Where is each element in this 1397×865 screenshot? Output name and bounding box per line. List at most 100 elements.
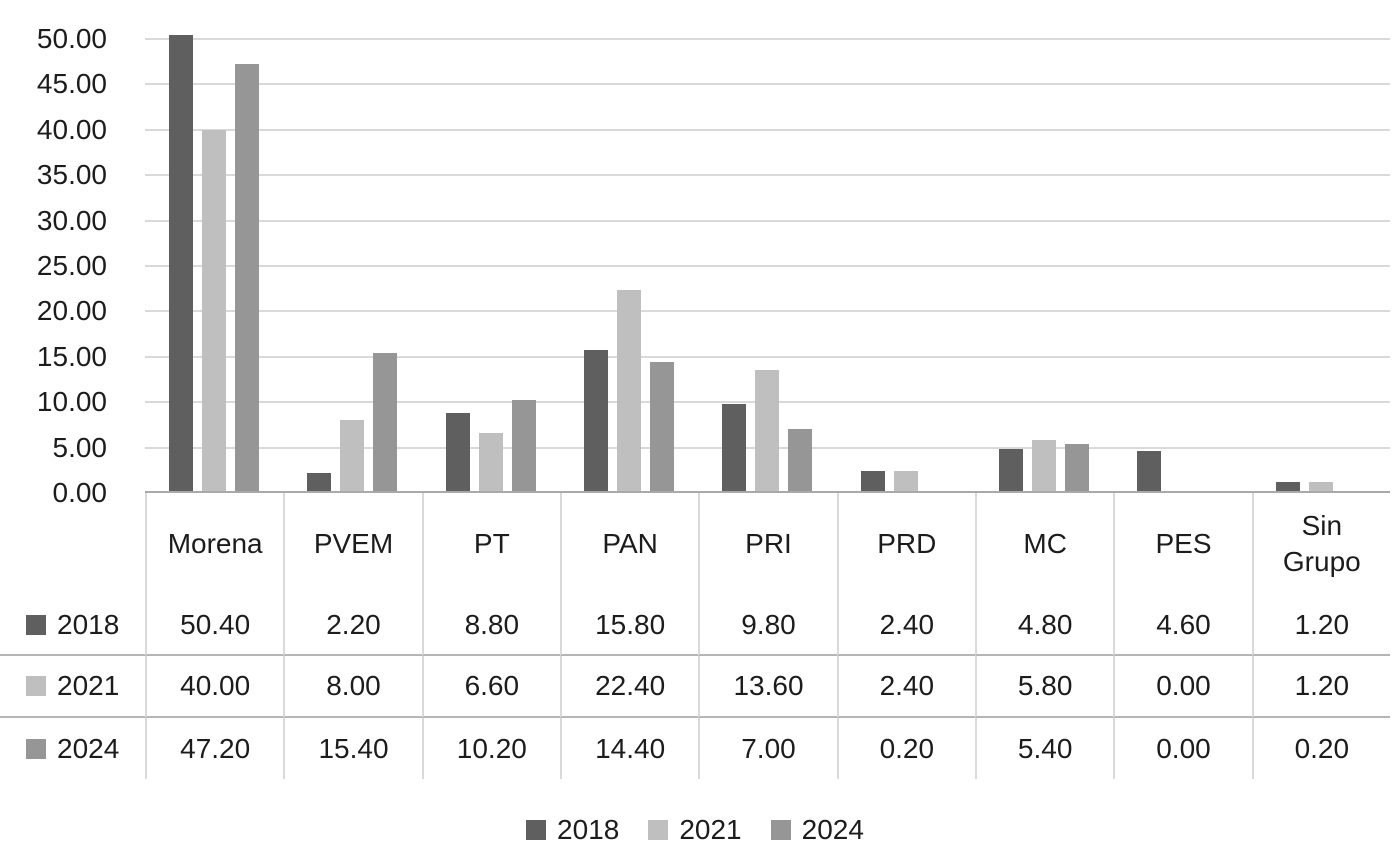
legend-item-2018: 2018: [526, 814, 619, 846]
gridline: [145, 83, 1390, 86]
bar-2018-pri: [722, 404, 747, 493]
table-col-header-mc: MC: [974, 493, 1113, 595]
table-col-header-label: Morena: [167, 527, 263, 559]
bar-2018-prd: [860, 471, 885, 493]
bar-series-container: [145, 35, 1390, 493]
table-cell: 1.20: [1251, 656, 1390, 718]
data-table: Morena PVEM PT PAN PRI PRD MC PES Sin Grupo 2018 5…: [0, 493, 1390, 779]
series-swatch-2018: [26, 614, 46, 635]
series-swatch-2024: [26, 738, 46, 759]
table-row-header-label: 2024: [57, 732, 120, 764]
y-tick-label: 20.00: [36, 295, 107, 327]
gridline: [145, 219, 1390, 222]
gridline: [145, 174, 1390, 177]
table-col-header-label: PVEM: [313, 527, 394, 559]
table-cell: 13.60: [698, 656, 837, 718]
gridline: [145, 38, 1390, 40]
table-cell: 8.80: [421, 595, 560, 656]
bar-2021-morena: [202, 129, 227, 493]
gridline: [145, 355, 1390, 358]
bar-2021-pri: [755, 369, 780, 493]
bar-group-morena: [145, 35, 283, 493]
bar-2018-morena: [169, 35, 194, 493]
bar-group-pt: [422, 39, 560, 493]
x-axis-line: [145, 491, 1390, 493]
table-cell: 1.20: [1251, 595, 1390, 656]
table-col-header-pan: PAN: [559, 493, 698, 595]
table-cell: 50.40: [145, 595, 284, 656]
table-cell: 47.20: [145, 718, 283, 779]
chart-legend: 2018 2021 2024: [0, 814, 1390, 846]
legend-item-2024: 2024: [770, 814, 864, 846]
table-col-header-morena: Morena: [145, 493, 283, 595]
table-col-header-label: PT: [473, 527, 510, 559]
y-tick-label: 5.00: [52, 431, 108, 463]
gridline: [145, 310, 1390, 313]
bar-2024-pt: [511, 400, 536, 493]
table-col-header-pvem: PVEM: [283, 493, 421, 595]
table-row-header-2018: 2018: [0, 595, 145, 656]
table-cell: 0.00: [1113, 656, 1252, 718]
table-cell: 4.60: [1113, 595, 1252, 656]
table-col-header-label: PRI: [745, 527, 792, 559]
bar-2018-pt: [445, 413, 470, 493]
table-cell: 40.00: [145, 656, 284, 718]
y-tick-label: 40.00: [36, 113, 107, 145]
table-col-header-label: Sin Grupo: [1282, 509, 1361, 577]
bar-2018-mc: [999, 449, 1024, 493]
bar-group-prd: [837, 39, 975, 493]
legend-swatch-2024: [770, 820, 791, 840]
plot-area: [145, 35, 1390, 493]
table-row-header-label: 2018: [57, 608, 120, 640]
table-col-header-pt: PT: [421, 493, 560, 595]
table-cell: 10.20: [421, 718, 560, 779]
table-cell: 2.20: [283, 595, 422, 656]
table-cell: 0.20: [836, 718, 975, 779]
table-col-header-label: PRD: [877, 527, 937, 559]
table-col-header-prd: PRD: [836, 493, 975, 595]
bar-2018-pvem: [307, 473, 332, 493]
gridline: [145, 128, 1390, 131]
bar-2021-prd: [893, 471, 918, 493]
table-cell: 4.80: [974, 595, 1114, 656]
bar-2021-pvem: [340, 420, 365, 493]
table-cell: 5.40: [974, 718, 1113, 779]
legend-item-2021: 2021: [648, 814, 742, 846]
table-row-header-2024: 2024: [0, 718, 145, 779]
y-tick-label: 0.00: [52, 477, 108, 508]
bar-2021-mc: [1032, 440, 1057, 493]
y-axis-labels: 50.00 45.00 40.00 35.00 30.00 25.00 20.00 15.00…: [0, 25, 108, 507]
table-cell: 15.40: [283, 718, 421, 779]
table-cell: 2.40: [836, 595, 975, 656]
table-cell: 22.40: [559, 656, 699, 718]
table-cell: 7.00: [698, 718, 836, 779]
bar-2024-pri: [788, 429, 813, 493]
bar-group-pvem: [283, 39, 421, 493]
table-cell: 15.80: [559, 595, 699, 656]
bar-group-pes: [1113, 39, 1251, 493]
table-col-header-label: MC: [1023, 527, 1067, 559]
bar-2018-pan: [584, 349, 609, 493]
legend-label: 2018: [557, 814, 620, 845]
table-col-header-pes: PES: [1113, 493, 1251, 595]
table-cell: 6.60: [421, 656, 560, 718]
y-tick-label: 50.00: [36, 23, 107, 54]
y-tick-label: 25.00: [36, 250, 107, 281]
y-tick-label: 35.00: [36, 159, 107, 191]
table-cell: 0.20: [1251, 718, 1390, 779]
table-row-header-2021: 2021: [0, 656, 145, 718]
bar-2024-mc: [1065, 443, 1090, 493]
series-swatch-2021: [26, 676, 46, 696]
y-tick-label: 45.00: [36, 68, 107, 100]
bar-2021-sin-grupo: [1308, 482, 1333, 493]
legend-swatch-2021: [648, 820, 669, 840]
table-col-header-label: PAN: [602, 527, 658, 559]
table-cell: 8.00: [283, 656, 422, 718]
bar-2024-pan: [650, 362, 675, 493]
table-row-header-label: 2021: [57, 670, 120, 701]
y-tick-label: 15.00: [36, 340, 107, 372]
gridline: [145, 265, 1390, 267]
table-col-header-pri: PRI: [698, 493, 836, 595]
table-corner-cell: [0, 493, 145, 595]
